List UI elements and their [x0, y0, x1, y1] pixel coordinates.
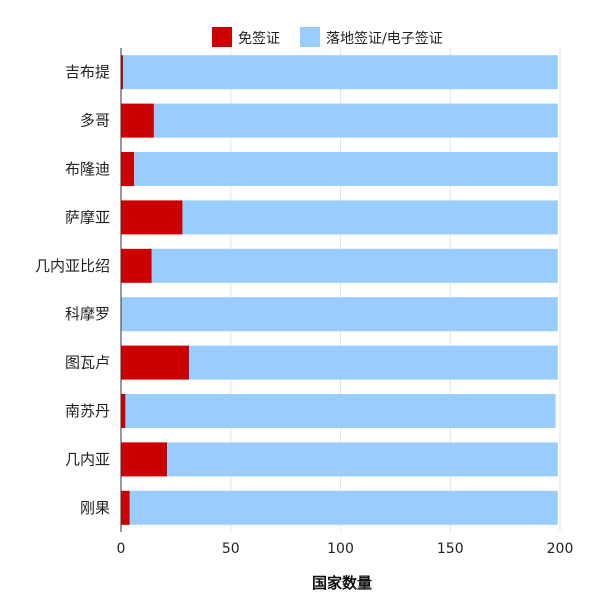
bar-visa-on-arrival	[121, 297, 558, 332]
bar-visa-free	[121, 55, 124, 90]
bar-visa-free	[121, 394, 126, 428]
category-label: 多哥	[80, 112, 110, 130]
legend-label-visa-free: 免签证	[238, 30, 280, 47]
bar-visa-free	[121, 442, 168, 477]
category-label: 几内亚比绍	[35, 257, 110, 275]
bar-visa-on-arrival	[153, 103, 558, 138]
x-tick-label: 100	[327, 541, 354, 557]
bars	[121, 55, 558, 525]
x-tick-label: 0	[117, 541, 126, 557]
bar-visa-on-arrival	[125, 394, 556, 428]
category-label: 南苏丹	[65, 402, 110, 420]
category-label: 布隆迪	[65, 160, 110, 178]
category-label: 刚果	[80, 499, 110, 517]
legend-label-visa-on-arrival: 落地签证/电子签证	[326, 30, 443, 47]
bar-visa-free	[121, 103, 154, 138]
bar-visa-free	[121, 345, 190, 380]
bar-visa-free	[121, 200, 183, 235]
legend: 免签证 落地签证/电子签证	[212, 27, 443, 47]
x-axis-title: 国家数量	[312, 574, 372, 592]
bar-visa-free	[121, 152, 135, 186]
bar-visa-on-arrival	[134, 152, 558, 186]
category-label: 吉布提	[65, 63, 110, 81]
category-label: 图瓦卢	[65, 354, 110, 372]
bar-visa-free	[121, 248, 152, 283]
x-tick-label: 50	[222, 541, 240, 557]
bar-visa-on-arrival	[123, 55, 558, 90]
bar-visa-on-arrival	[182, 200, 558, 235]
legend-swatch-visa-free	[212, 27, 232, 47]
bar-visa-on-arrival	[129, 490, 558, 525]
bar-visa-on-arrival	[151, 248, 558, 283]
category-label: 科摩罗	[65, 305, 110, 323]
bar-visa-free	[121, 490, 130, 525]
category-label: 几内亚	[65, 450, 110, 468]
x-tick-label: 150	[437, 541, 464, 557]
bar-visa-on-arrival	[189, 345, 558, 380]
category-label: 萨摩亚	[65, 208, 110, 226]
bar-visa-on-arrival	[167, 442, 558, 477]
x-axis-ticks: 0 50 100 150 200	[117, 541, 574, 557]
x-tick-label: 200	[547, 541, 574, 557]
legend-swatch-visa-on-arrival	[300, 27, 320, 47]
